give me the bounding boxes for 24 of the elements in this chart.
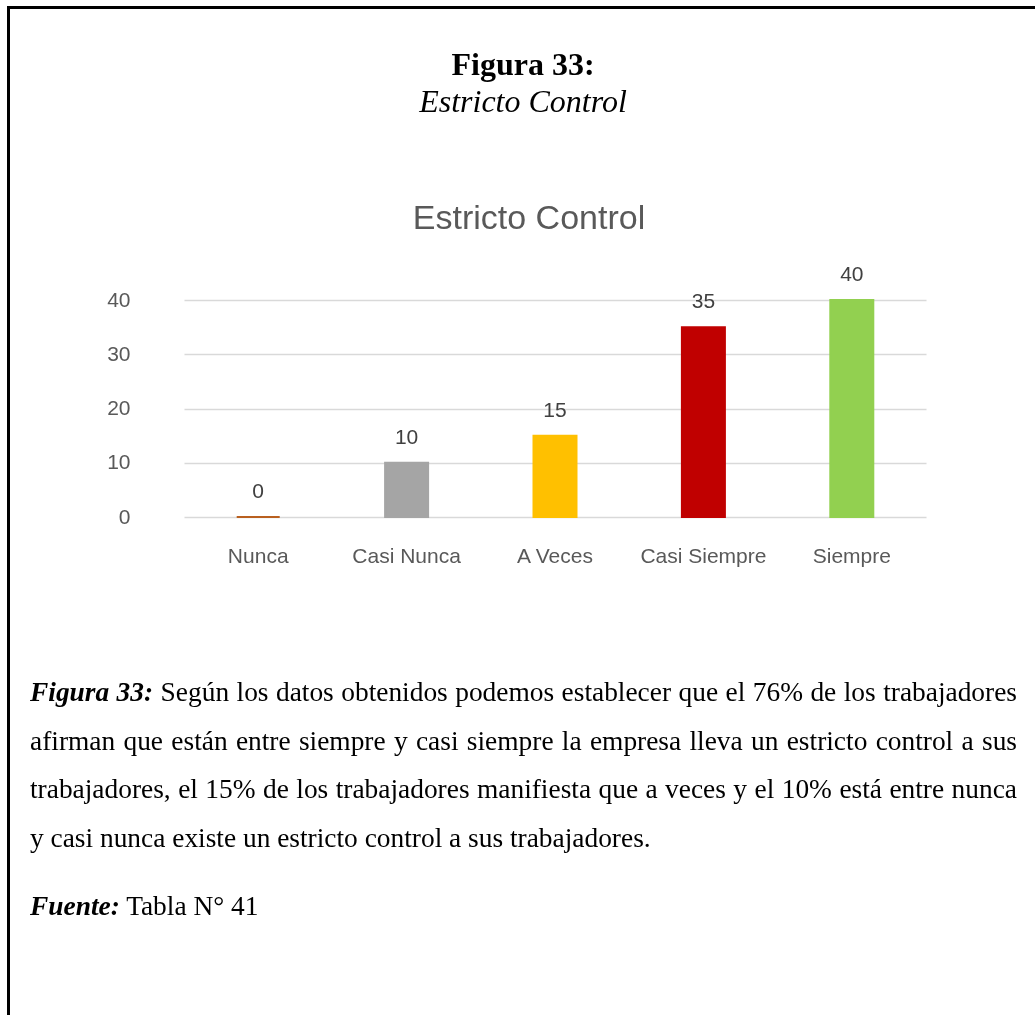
bar (829, 299, 875, 518)
text: Figura 33: Según los datos obtenidos podemos establecer que el 76% de los trabajadores afirman que están entre siempre y casi siempre la empresa lleva un estricto control a sus trabajadores, el 15% de los trabajadores manifiesta que a veces y el 10% está entre nunca y casi nunca existe un estricto control a sus trabajadores. (30, 676, 1017, 856)
bar (532, 434, 578, 518)
bar (384, 461, 430, 518)
data-label: 10 (394, 424, 419, 448)
x-tick-label: Siempre (812, 543, 891, 567)
y-tick-label: 0 (118, 504, 131, 528)
x-tick-label: Casi Nunca (352, 543, 462, 567)
y-tick-label: 40 (107, 287, 131, 311)
bar (680, 326, 726, 518)
y-tick-label: 20 (107, 396, 131, 419)
text: Figura 33: (450, 45, 596, 84)
chart-title: Estricto Control (412, 198, 646, 236)
x-tick-label: A Veces (517, 543, 593, 567)
data-label: 0 (252, 479, 265, 502)
text: Estricto Control (418, 82, 628, 121)
data-label: 15 (543, 397, 567, 421)
y-tick-label: 10 (107, 450, 131, 474)
data-label: 40 (840, 262, 864, 285)
x-tick-label: Nunca (227, 543, 289, 567)
source-note: Fuente: Tabla N° 41 (30, 890, 260, 923)
y-tick-label: 30 (107, 341, 131, 365)
x-tick-label: Casi Siempre (640, 543, 767, 567)
data-label: 35 (691, 289, 716, 313)
